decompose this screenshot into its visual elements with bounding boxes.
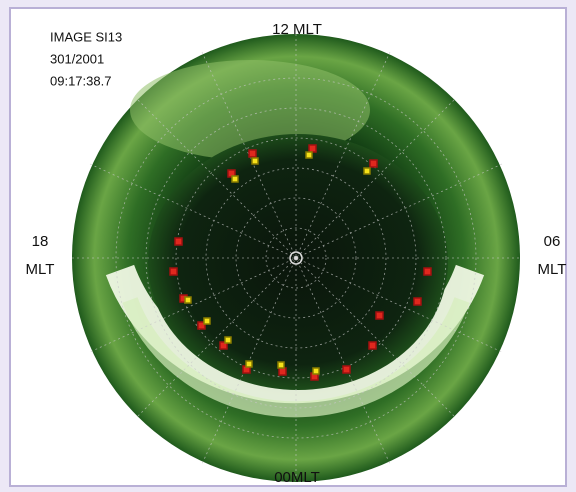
right-label: MLT xyxy=(538,261,567,278)
header-line: IMAGE SI13 xyxy=(50,29,122,44)
top-label: 12 MLT xyxy=(272,21,322,38)
header-line: 301/2001 xyxy=(50,51,104,66)
aurora-figure: IMAGE SI13 301/2001 09:17:38.7 12 MLT 18… xyxy=(0,0,576,492)
header-line: 09:17:38.7 xyxy=(50,73,111,88)
aurora-disk xyxy=(72,34,520,482)
right-label: 06 xyxy=(544,233,561,250)
page: IMAGE SI13 301/2001 09:17:38.7 12 MLT 18… xyxy=(0,0,576,492)
left-label: 18 xyxy=(32,233,49,250)
left-label: MLT xyxy=(26,261,55,278)
bottom-label: 00MLT xyxy=(274,469,320,486)
